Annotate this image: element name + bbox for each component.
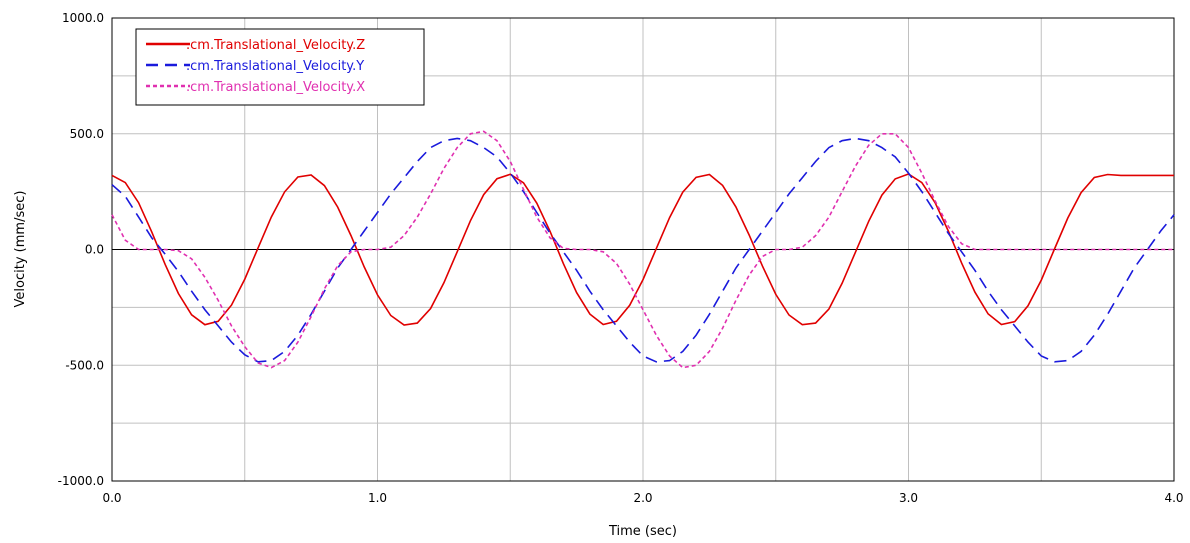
legend: .cm.Translational_Velocity.Z .cm.Translat…	[135, 28, 425, 106]
x-tick-labels: 0.0 1.0 2.0 3.0 4.0	[102, 491, 1183, 505]
series-line-x	[111, 130, 1174, 369]
legend-label: .cm.Translational_Velocity.X	[186, 80, 365, 95]
y-tick-label: 500.0	[70, 127, 104, 141]
y-tick-label: -1000.0	[58, 474, 104, 488]
series-line-z	[111, 173, 1174, 326]
x-tick-label: 0.0	[102, 491, 121, 505]
y-tick-label: 0.0	[85, 243, 104, 257]
legend-label: .cm.Translational_Velocity.Z	[186, 38, 365, 53]
y-tick-labels: 1000.0 500.0 0.0 -500.0 -1000.0	[58, 11, 104, 488]
x-tick-label: 4.0	[1164, 491, 1183, 505]
y-tick-label: -500.0	[65, 358, 104, 372]
series-line-y	[111, 137, 1175, 363]
x-tick-label: 2.0	[633, 491, 652, 505]
y-tick-label: 1000.0	[62, 11, 104, 25]
legend-label: .cm.Translational_Velocity.Y	[186, 59, 364, 74]
y-axis-title: Velocity (mm/sec)	[13, 191, 28, 308]
x-tick-label: 3.0	[899, 491, 918, 505]
x-tick-label: 1.0	[368, 491, 387, 505]
legend-box	[135, 28, 425, 106]
x-axis-title: Time (sec)	[608, 524, 677, 539]
series-layer	[111, 130, 1175, 369]
